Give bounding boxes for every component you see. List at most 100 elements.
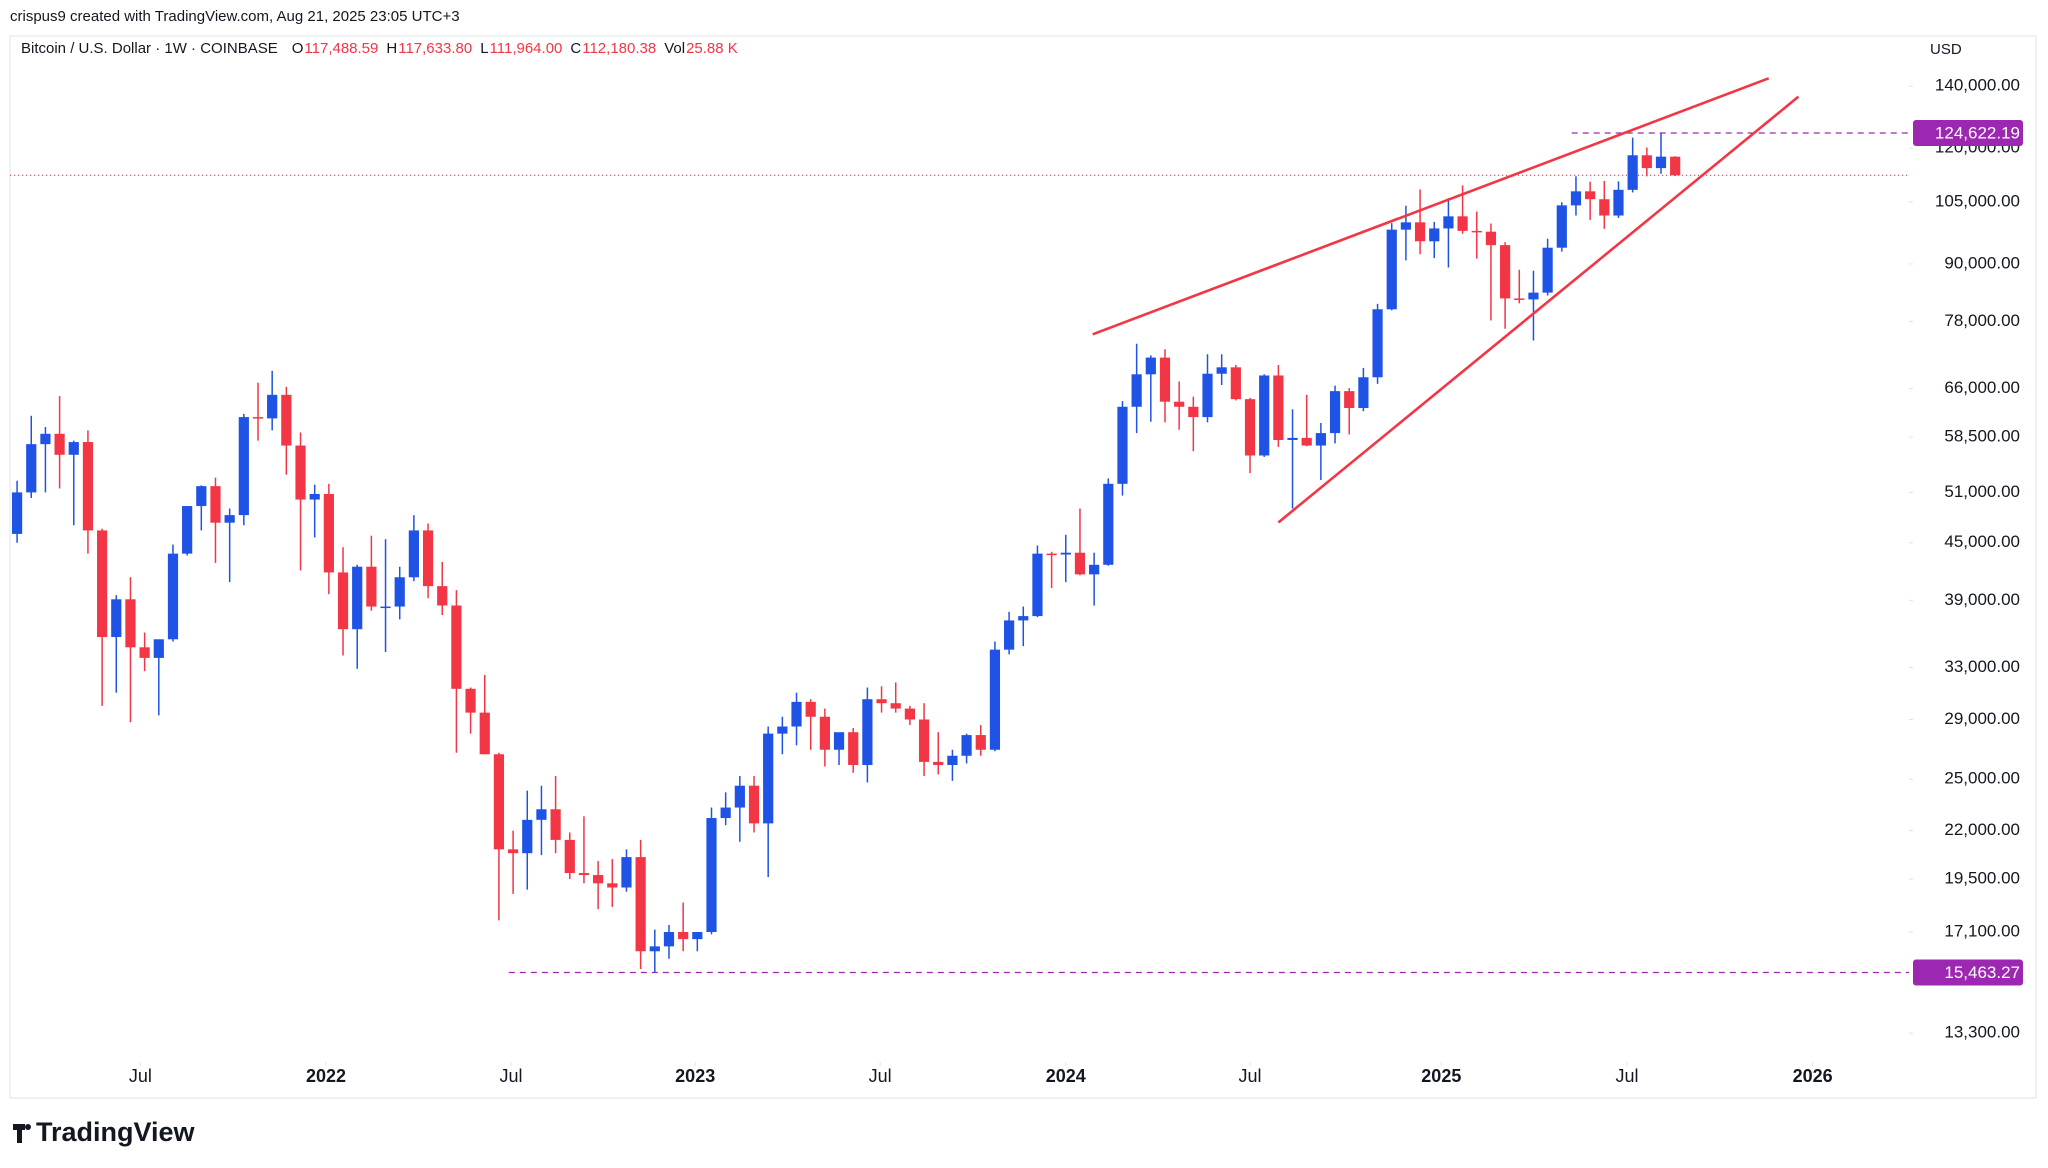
- candle-body: [1358, 377, 1369, 409]
- candle-body: [352, 566, 363, 630]
- candle-body: [777, 726, 788, 734]
- candle-body: [507, 849, 519, 854]
- candle-body: [1074, 552, 1086, 575]
- candle-body: [323, 493, 334, 573]
- price-label-box: [1913, 959, 2023, 986]
- candle-body: [1570, 191, 1582, 206]
- candle-body: [1018, 616, 1029, 621]
- y-tick-label: 45,000.00: [1944, 532, 2020, 551]
- candle-body: [607, 883, 618, 888]
- candle-body: [1159, 357, 1171, 402]
- y-tick-label: 17,100.00: [1944, 921, 2020, 940]
- ohlc-key: H: [386, 40, 397, 57]
- candle-body: [1528, 292, 1539, 300]
- price-label: 15,463.27: [1944, 963, 2020, 982]
- candle-body: [465, 688, 476, 713]
- candle-body: [252, 417, 264, 419]
- candle-body: [876, 699, 887, 704]
- x-tick-label: Jul: [1239, 1066, 1262, 1086]
- candle-body: [890, 703, 901, 709]
- x-tick-label: Jul: [1615, 1066, 1638, 1086]
- candle-body: [451, 605, 462, 689]
- candle-body: [1627, 155, 1638, 190]
- y-tick-label: 51,000.00: [1944, 482, 2020, 501]
- x-tick-label: Jul: [869, 1066, 892, 1086]
- candle-body: [1585, 191, 1596, 200]
- candle-body: [224, 515, 235, 523]
- candle-body: [1329, 391, 1341, 434]
- candle-body: [692, 932, 703, 940]
- credit: crispus9 created with TradingView.com, A…: [10, 8, 460, 25]
- candle-body: [380, 606, 391, 609]
- candle-body: [663, 932, 675, 947]
- candle-body: [848, 732, 859, 765]
- y-tick-label: 140,000.00: [1935, 76, 2020, 95]
- candle-body: [1485, 231, 1497, 246]
- candle-body: [1046, 553, 1057, 556]
- ohlc-value: 117,488.59: [304, 40, 378, 57]
- candle-body: [1429, 228, 1440, 242]
- y-tick-label: 33,000.00: [1944, 657, 2020, 676]
- candle-body: [1641, 155, 1652, 169]
- x-tick-label: 2022: [306, 1066, 346, 1086]
- candle-body: [366, 566, 377, 607]
- y-tick-label: 90,000.00: [1944, 253, 2020, 272]
- logo-icon: [13, 1124, 31, 1143]
- candle-body: [40, 433, 51, 445]
- y-tick-label: 78,000.00: [1944, 311, 2020, 330]
- candle-body: [805, 701, 816, 717]
- candle-body: [111, 599, 122, 638]
- candle-body: [918, 719, 930, 762]
- candle-body: [422, 530, 434, 587]
- x-tick-label: 2023: [675, 1066, 715, 1086]
- candle-body: [706, 818, 717, 933]
- candle-body: [1103, 483, 1114, 565]
- candle-body: [210, 486, 221, 523]
- candle-body: [550, 809, 561, 840]
- candle-body: [833, 732, 845, 750]
- candle-body: [1301, 437, 1312, 446]
- y-tick-label: 66,000.00: [1944, 378, 2020, 397]
- y-tick-label: 22,000.00: [1944, 820, 2020, 839]
- candle-body: [394, 577, 405, 607]
- trend-line: [1277, 95, 1800, 524]
- candle-body: [1145, 357, 1156, 375]
- ohlc-key: L: [480, 40, 488, 57]
- x-tick-label: 2025: [1421, 1066, 1461, 1086]
- candle-body: [82, 442, 94, 531]
- candle-body: [68, 442, 79, 455]
- candle-body: [337, 572, 349, 630]
- candle-body: [1457, 216, 1468, 231]
- candle-body: [295, 445, 306, 500]
- price-label: 124,622.19: [1935, 123, 2020, 142]
- y-tick-label: 25,000.00: [1944, 769, 2020, 788]
- y-tick-label: 58,500.00: [1944, 427, 2020, 446]
- candle-body: [97, 530, 108, 638]
- logo-text: TradingView: [36, 1117, 196, 1147]
- ohlc-value: 25.88 K: [686, 40, 738, 57]
- candle-body: [1244, 399, 1256, 456]
- candle-body: [678, 932, 689, 940]
- candle-body: [819, 716, 830, 750]
- candle-body: [748, 785, 760, 824]
- candle-body: [309, 493, 320, 500]
- candle-body: [1655, 156, 1667, 169]
- candle-body: [1344, 391, 1355, 409]
- price-label-box: [1913, 119, 2023, 146]
- candle-body: [1386, 229, 1397, 310]
- candle-body: [862, 699, 873, 765]
- chart-frame: [9, 35, 2037, 1099]
- y-tick-label: 19,500.00: [1944, 869, 2020, 888]
- candle-body: [54, 433, 65, 455]
- symbol: Bitcoin / U.S. Dollar · 1W · COINBASE: [21, 40, 278, 57]
- ohlc-key: O: [292, 40, 304, 57]
- candle-body: [1315, 433, 1326, 446]
- candle-body: [536, 809, 547, 820]
- candle-body: [139, 647, 150, 658]
- candle-body: [720, 807, 731, 819]
- candle-body: [1259, 375, 1270, 456]
- candle-body: [1117, 406, 1128, 484]
- candle-body: [933, 761, 944, 765]
- x-tick-label: 2024: [1046, 1066, 1086, 1086]
